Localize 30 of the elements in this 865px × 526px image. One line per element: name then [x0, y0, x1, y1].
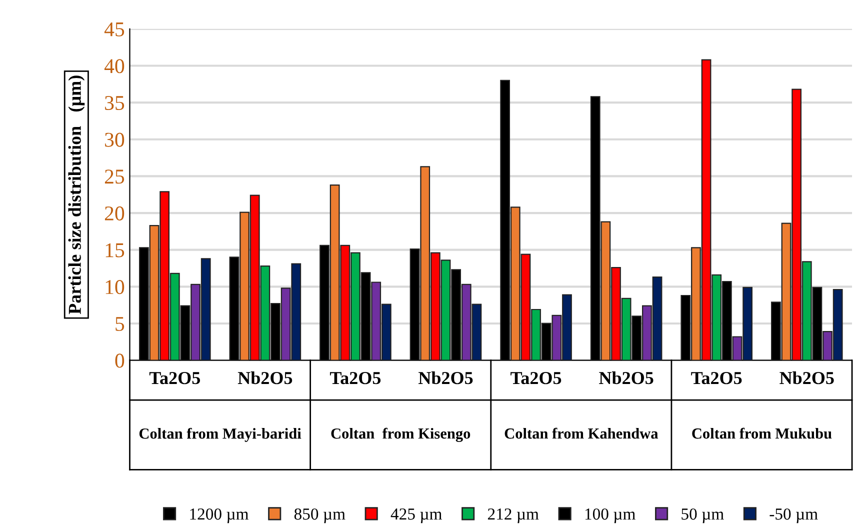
y-tick-label: 20	[104, 206, 124, 220]
text: Coltan from Kahendwa	[504, 428, 658, 439]
x-tick-label: Ta2O5	[691, 372, 742, 384]
x-tick-label: Ta2O5	[330, 372, 381, 384]
legend-label: 50 µm	[682, 508, 724, 524]
text: Coltan from Kisengo	[331, 428, 470, 442]
x-tick-label: Ta2O5	[510, 372, 562, 384]
legend-label: 100 µm	[585, 508, 636, 524]
x-tick-label: Ta2O5	[149, 372, 200, 384]
y-tick-label: 10	[106, 280, 124, 294]
y-tick-label: 30	[105, 132, 124, 147]
legend-label: -50 µm	[770, 508, 818, 524]
y-tick-label: 25	[104, 170, 124, 184]
y-tick-label: 45	[104, 22, 124, 36]
y-tick-label: 15	[106, 243, 124, 258]
y-axis-title: Particle size distribution (µm)	[68, 76, 85, 314]
legend-label: 425 µm	[390, 508, 442, 524]
x-tick-label: Nb2O5	[599, 371, 654, 384]
x-tick-label: Nb2O5	[780, 371, 834, 384]
y-tick-label: 40	[104, 59, 124, 74]
x-tick-label: Nb2O5	[238, 371, 292, 384]
y-tick-label: 5	[116, 317, 124, 331]
text: Coltan from Mukubu	[692, 428, 832, 439]
y-tick-label: 0	[115, 354, 124, 368]
legend-label: 850 µm	[294, 508, 346, 524]
x-tick-label: Nb2O5	[418, 371, 473, 384]
legend-label: 1200 µm	[190, 508, 249, 524]
y-tick-label: 35	[105, 96, 124, 110]
text: Coltan from Mayi-baridi	[139, 428, 302, 442]
legend-label: 212 µm	[488, 508, 539, 524]
